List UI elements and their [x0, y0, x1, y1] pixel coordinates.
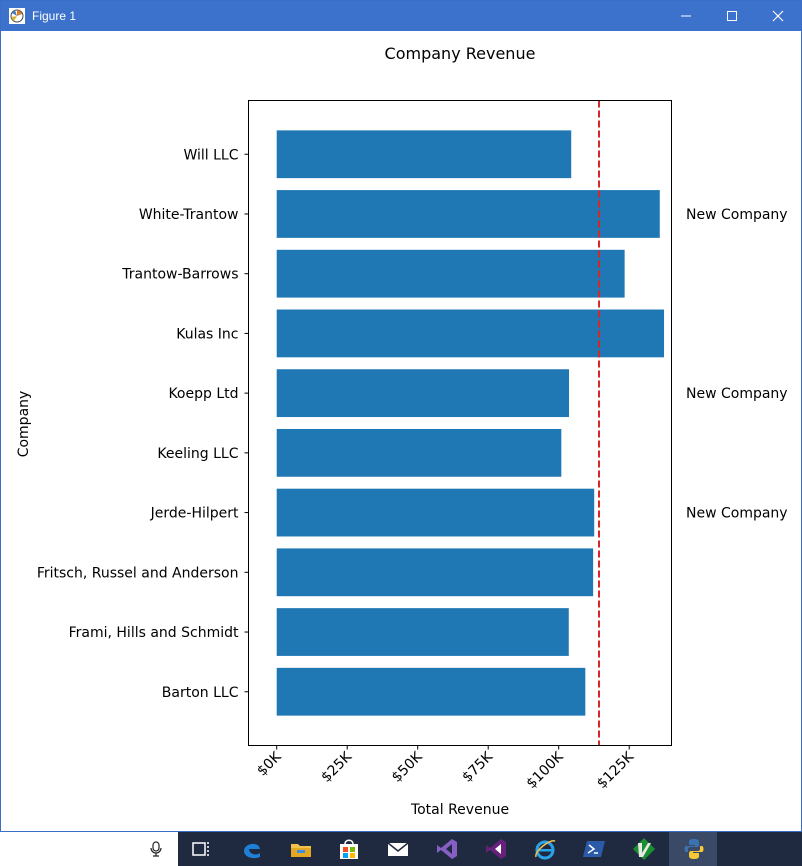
bar-1: [276, 608, 569, 656]
annotation-new-company-0: New Company: [686, 207, 788, 223]
active-app-highlight: [669, 832, 717, 866]
y-tick-label-9: Will LLC: [183, 147, 238, 163]
file-explorer-icon[interactable]: [288, 836, 314, 862]
y-axis-label: Company: [16, 391, 32, 458]
minimize-icon: [681, 15, 691, 17]
visual-studio-purple-icon[interactable]: [483, 836, 509, 862]
x-tick-label-3: $75K: [459, 748, 496, 785]
y-tick-label-7: Trantow-Barrows: [121, 267, 238, 283]
minimize-button[interactable]: [663, 1, 709, 31]
python-icon[interactable]: [681, 836, 707, 862]
x-tick-label-2: $50K: [389, 748, 426, 785]
annotation-new-company-1: New Company: [686, 386, 788, 402]
y-tick-label-0: Barton LLC: [162, 685, 239, 701]
maximize-icon: [727, 11, 737, 21]
close-icon: [772, 10, 784, 22]
bar-9: [276, 130, 572, 179]
x-tick-label-4: $100K: [524, 748, 568, 792]
axes-frame: [248, 100, 672, 746]
bar-8: [276, 190, 660, 238]
bar-7: [276, 249, 625, 298]
y-tick-label-2: Fritsch, Russel and Anderson: [37, 565, 239, 581]
chart-svg: Company Revenue Barton LLC Frami, Hills a…: [16, 44, 788, 818]
y-ticks-layer: Barton LLC Frami, Hills and Schmidt Fritsc…: [37, 147, 249, 701]
bar-0: [276, 667, 586, 716]
close-button[interactable]: [755, 1, 801, 31]
store-icon[interactable]: [336, 836, 362, 862]
chart-title: Company Revenue: [385, 44, 536, 63]
bar-6: [276, 309, 665, 358]
vim-icon[interactable]: [631, 836, 657, 862]
y-tick-label-5: Koepp Ltd: [168, 386, 238, 402]
x-tick-label-5: $125K: [594, 748, 638, 792]
bars-layer: [276, 130, 665, 716]
y-tick-label-8: White-Trantow: [139, 207, 239, 223]
matplotlib-app-icon: [9, 8, 25, 24]
task-view-icon[interactable]: [188, 836, 214, 862]
bar-2: [276, 548, 594, 597]
x-tick-label-1: $25K: [318, 748, 355, 785]
microphone-icon[interactable]: [150, 841, 162, 857]
chart-area: Company Revenue Barton LLC Frami, Hills a…: [1, 31, 801, 831]
bar-5: [276, 369, 570, 418]
window-title: Figure 1: [32, 9, 77, 23]
y-tick-label-3: Jerde-Hilpert: [150, 506, 239, 522]
y-tick-label-4: Keeling LLC: [157, 446, 238, 462]
y-tick-label-6: Kulas Inc: [176, 326, 238, 342]
title-bar[interactable]: Figure 1: [1, 1, 801, 31]
edge-icon[interactable]: [239, 836, 265, 862]
x-axis-label: Total Revenue: [410, 802, 509, 818]
visual-studio-icon[interactable]: [434, 836, 460, 862]
taskbar: [0, 832, 802, 866]
maximize-button[interactable]: [709, 1, 755, 31]
annotation-layer: New Company New Company New Company: [598, 100, 788, 746]
x-tick-label-0: $0K: [254, 748, 285, 779]
annotation-new-company-2: New Company: [686, 506, 788, 522]
internet-explorer-icon[interactable]: [532, 836, 558, 862]
bar-3: [276, 488, 595, 537]
y-tick-label-1: Frami, Hills and Schmidt: [69, 625, 239, 641]
figure-window: Figure 1 Company Revenue Barton LLC Frami…: [0, 0, 802, 832]
powershell-icon[interactable]: [581, 836, 607, 862]
taskbar-search-box[interactable]: [0, 832, 178, 866]
bar-4: [276, 428, 562, 477]
mail-icon[interactable]: [385, 836, 411, 862]
x-ticks-layer: $0K $25K $50K $75K $100K $125K: [254, 745, 638, 792]
